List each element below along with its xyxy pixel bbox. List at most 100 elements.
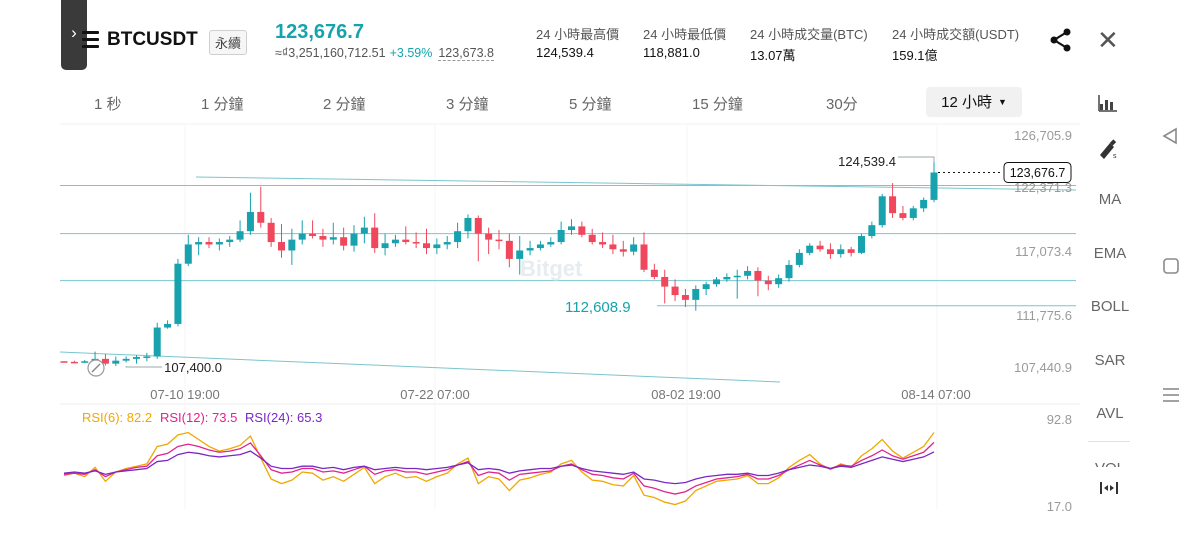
candle-body (702, 284, 710, 290)
close-icon[interactable]: ✕ (1097, 25, 1119, 55)
mark-price[interactable]: 123,673.8 (438, 46, 494, 61)
candle-body (775, 278, 783, 285)
candle-body (288, 239, 296, 251)
time-axis-label: 07-10 19:00 (150, 387, 219, 402)
back-nav-icon[interactable] (1161, 127, 1179, 150)
price-axis-label: 117,073.4 (1015, 244, 1072, 259)
candle-body (858, 236, 865, 253)
mid-low-annotation: 112,608.9 (565, 299, 631, 316)
back-tab[interactable]: › (61, 0, 87, 70)
indicator-ema[interactable]: EMA (1093, 245, 1127, 262)
candle-body (526, 248, 534, 251)
chevron-right-icon: › (71, 23, 77, 42)
candle-body (454, 231, 462, 243)
draw-tool-icon[interactable]: s (1097, 139, 1119, 164)
candle-body (847, 249, 855, 253)
candle-body (205, 242, 213, 245)
stat-volume-value: 13.07萬 (750, 48, 796, 63)
stat-high-label: 24 小時最高價 (536, 27, 620, 42)
candle-body (236, 231, 244, 240)
candle-body (723, 276, 731, 280)
candle-body (360, 227, 368, 234)
candle-body (195, 242, 203, 245)
menu-icon[interactable] (82, 31, 99, 52)
candle-body (661, 276, 669, 287)
candle-body (650, 269, 658, 277)
candle-body (764, 280, 772, 285)
indicator-boll[interactable]: BOLL (1090, 298, 1130, 315)
tab-1m[interactable]: 1 分鐘 (201, 96, 244, 113)
candle-body (215, 242, 223, 245)
candle-body (319, 236, 327, 240)
candle-body (226, 239, 234, 243)
home-nav-icon[interactable] (1162, 257, 1180, 280)
candle-body (184, 244, 192, 264)
symbol-title[interactable]: BTCUSDT (107, 29, 198, 50)
rsi24-line (63, 450, 935, 485)
candle-body (578, 226, 586, 235)
candle-body (433, 244, 441, 249)
candle-body (246, 211, 254, 232)
caret-down-icon: ▼ (997, 97, 1007, 107)
tab-2m[interactable]: 2 分鐘 (323, 96, 366, 113)
candle-body (133, 357, 140, 359)
indicator-ma[interactable]: MA (1098, 191, 1122, 208)
recents-nav-icon[interactable] (1162, 386, 1180, 409)
candle-body (826, 249, 834, 255)
stat-volume-label: 24 小時成交量(BTC) (750, 27, 868, 42)
candle-body (640, 244, 648, 270)
tab-12h-selected[interactable]: 12 小時 ▼ (926, 87, 1022, 117)
low-leader (125, 366, 163, 368)
candle-body (381, 243, 389, 249)
indicator-vol[interactable]: VOL (1090, 458, 1130, 467)
stat-turnover-value: 159.1億 (892, 48, 938, 63)
candle-body (806, 245, 814, 253)
share-icon[interactable] (1049, 28, 1073, 57)
tab-5m[interactable]: 5 分鐘 (569, 96, 612, 113)
reset-view-icon-mark (91, 363, 101, 373)
fullscreen-icon[interactable] (1099, 480, 1119, 501)
rsi-axis-top: 92.8 (1047, 412, 1072, 427)
candle-body (101, 358, 109, 364)
indicator-avl[interactable]: AVL (1096, 405, 1124, 422)
candle-body (816, 245, 824, 250)
tab-1s[interactable]: 1 秒 (94, 96, 122, 113)
candle-body (340, 237, 348, 246)
candle-body (443, 242, 451, 245)
candle-body (599, 242, 607, 245)
chart-type-icon[interactable] (1098, 94, 1118, 117)
rsi6-label: RSI(6): 82.2 (82, 410, 152, 425)
candle-body (536, 244, 544, 249)
candle-body (630, 244, 638, 252)
candle-body (609, 244, 617, 250)
candle-body (930, 172, 938, 200)
candle-body (681, 295, 689, 300)
tab-3m[interactable]: 3 分鐘 (446, 96, 489, 113)
candle-body (371, 227, 379, 249)
indicator-sar[interactable]: SAR (1094, 352, 1126, 369)
candle-body (909, 208, 917, 218)
candle-body (474, 217, 482, 234)
price-axis-label: 111,775.6 (1016, 308, 1072, 323)
candle-body (837, 249, 845, 255)
low-annotation: 107,400.0 (164, 360, 222, 375)
rsi12-label: RSI(12): 73.5 (160, 410, 237, 425)
stat-low-value: 118,881.0 (643, 45, 700, 60)
candle-body (153, 327, 161, 357)
candle-body (754, 270, 762, 281)
time-axis-label: 08-02 19:00 (651, 387, 720, 402)
candle-body (785, 264, 793, 279)
candle-body (423, 243, 430, 249)
candle-body (122, 358, 130, 361)
candle-body (485, 233, 493, 240)
candle-body (412, 242, 420, 244)
trend-line-upper (195, 176, 1077, 191)
rsi6-line (63, 431, 935, 506)
candle-body (298, 233, 306, 240)
rsi-axis-bottom: 17.0 (1047, 499, 1072, 514)
candle-body (60, 361, 68, 363)
candle-body (402, 239, 410, 243)
tab-15m[interactable]: 15 分鐘 (692, 96, 743, 113)
tab-30m[interactable]: 30分 (826, 96, 858, 113)
